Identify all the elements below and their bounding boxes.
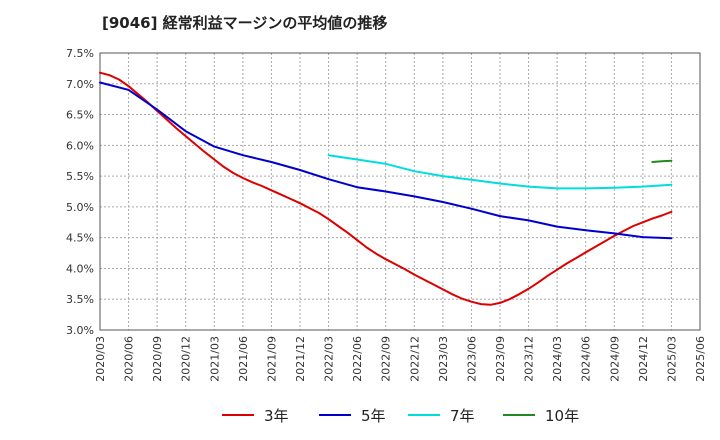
legend-swatch (222, 414, 254, 416)
series-line (99, 71, 673, 306)
x-tick-label: 2022/06 (351, 336, 364, 382)
x-tick-label: 2023/03 (437, 336, 450, 382)
x-tick-label: 2020/12 (180, 336, 193, 382)
x-tick-label: 2024/06 (580, 336, 593, 382)
x-tick-label: 2021/03 (208, 336, 221, 382)
x-tick-label: 2025/03 (665, 336, 678, 382)
y-tick-label: 7.0% (66, 78, 94, 91)
x-tick-label: 2023/06 (465, 336, 478, 382)
legend-swatch (319, 414, 351, 416)
legend-item: 7年 (408, 402, 475, 428)
legend-label: 5年 (361, 406, 386, 425)
chart-legend: 3年 5年 7年 10年 (0, 402, 720, 428)
x-tick-label: 2021/12 (294, 336, 307, 382)
y-tick-label: 3.5% (66, 293, 94, 306)
chart-title: [9046] 経常利益マージンの平均値の推移 (102, 14, 388, 32)
legend-item: 3年 (222, 402, 289, 428)
y-tick-label: 3.0% (66, 324, 94, 337)
x-tick-label: 2022/03 (323, 336, 336, 382)
legend-item: 5年 (319, 402, 386, 428)
legend-swatch (503, 414, 535, 416)
x-tick-label: 2020/09 (151, 336, 164, 382)
y-tick-label: 6.5% (66, 109, 94, 122)
y-tick-label: 6.0% (66, 139, 94, 152)
plot-frame (99, 52, 701, 331)
x-tick-label: 2022/12 (408, 336, 421, 382)
x-tick-label: 2020/06 (123, 336, 136, 382)
x-tick-label: 2025/06 (694, 336, 707, 382)
y-tick-label: 4.0% (66, 262, 94, 275)
legend-label: 10年 (545, 406, 580, 425)
x-tick-label: 2021/09 (265, 336, 278, 382)
x-tick-label: 2023/12 (523, 336, 536, 382)
legend-label: 7年 (450, 406, 475, 425)
x-tick-label: 2024/09 (608, 336, 621, 382)
x-tick-label: 2024/03 (551, 336, 564, 382)
y-tick-label: 4.5% (66, 232, 94, 245)
y-tick-label: 5.5% (66, 170, 94, 183)
x-tick-label: 2022/09 (380, 336, 393, 382)
series-line (327, 154, 673, 190)
x-tick-label: 2021/06 (237, 336, 250, 382)
series-line (651, 159, 673, 163)
legend-label: 3年 (264, 406, 289, 425)
x-tick-label: 2024/12 (637, 336, 650, 382)
legend-item: 10年 (503, 402, 579, 428)
y-tick-label: 5.0% (66, 201, 94, 214)
y-tick-label: 7.5% (66, 47, 94, 60)
x-tick-label: 2023/09 (494, 336, 507, 382)
legend-swatch (408, 414, 440, 416)
series-line (99, 81, 673, 240)
x-tick-label: 2020/03 (94, 336, 107, 382)
